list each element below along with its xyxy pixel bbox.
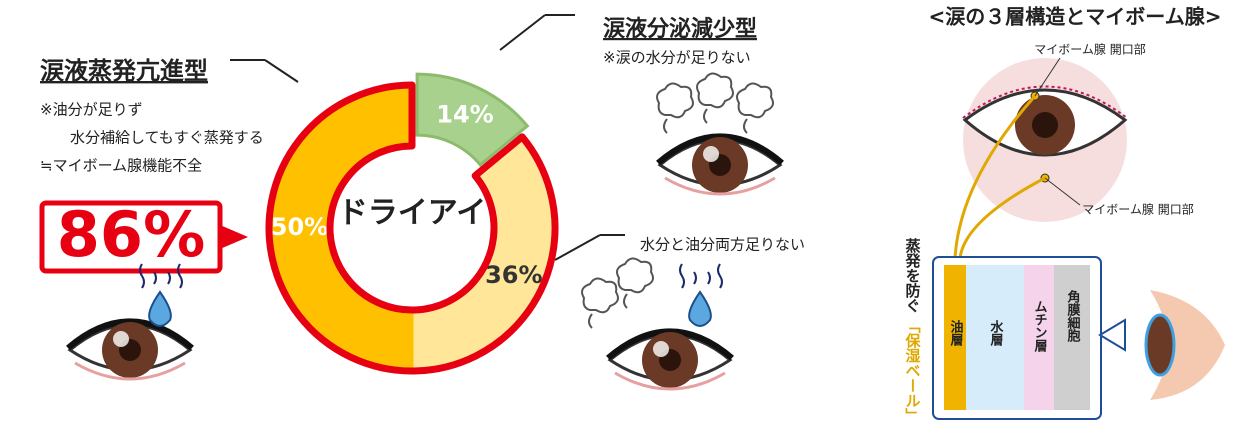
- highlight-arrow: [220, 225, 248, 249]
- layer-label: ムチン層: [1032, 300, 1048, 353]
- layer-label: 角膜細胞: [1065, 289, 1081, 343]
- eye-icon: [658, 137, 782, 195]
- diagram-title: <涙の３層構造とマイボーム腺>: [929, 5, 1222, 29]
- type-label: 涙液分泌減少型: [603, 17, 757, 42]
- puff-icon: [617, 258, 653, 308]
- gland-label: マイボーム腺 開口部: [1034, 43, 1145, 57]
- pupil: [1032, 112, 1058, 138]
- side-iris: [1146, 315, 1174, 375]
- puff-icon: [737, 83, 773, 133]
- note: ※油分が足りず: [40, 101, 143, 119]
- pointer: [1100, 320, 1125, 350]
- donut: 14% 36% 50% ドライアイ: [269, 74, 555, 371]
- type-label: 涙液蒸発亢進型: [40, 57, 208, 85]
- gland-label: マイボーム腺 開口部: [1082, 203, 1193, 217]
- leader: [500, 15, 545, 50]
- caption-highlight: 「保湿ベール」: [904, 318, 922, 423]
- drop-icon: [680, 264, 722, 326]
- value-label: 36%: [485, 261, 542, 289]
- puff-icon: [582, 278, 618, 328]
- infographic: 涙液蒸発亢進型 ※油分が足りず 水分補給してもすぐ蒸発する ≒マイボーム腺機能不…: [0, 0, 1257, 425]
- layer-label: 水層: [988, 319, 1005, 347]
- center-label: ドライアイ: [338, 196, 487, 231]
- leader: [265, 60, 298, 82]
- note: 水分補給してもすぐ蒸発する: [70, 129, 264, 147]
- note: ≒マイボーム腺機能不全: [40, 157, 202, 175]
- value-label: 50%: [271, 213, 328, 241]
- puff-icon: [657, 83, 693, 133]
- eye-icon: [68, 322, 192, 380]
- note: 水分と油分両方足りない: [640, 236, 805, 254]
- note: ※涙の水分が足りない: [603, 49, 751, 67]
- layer-label: 油層: [948, 319, 964, 347]
- leader: [555, 235, 600, 260]
- caption: 蒸発を防ぐ: [904, 237, 922, 313]
- highlight-value: 86%: [57, 198, 205, 271]
- eye-icon: [608, 332, 732, 390]
- puff-icon: [697, 73, 733, 123]
- value-label: 14%: [436, 100, 493, 128]
